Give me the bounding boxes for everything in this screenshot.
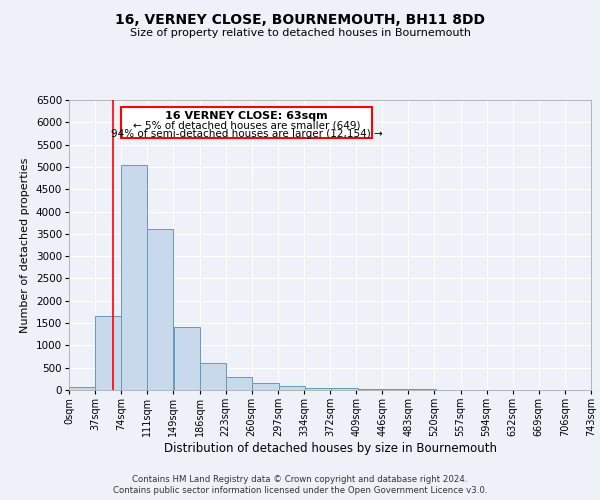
Bar [305, 388, 331, 390]
Bar [278, 386, 305, 390]
Bar [226, 376, 253, 390]
Bar [174, 326, 200, 390]
Bar [331, 388, 358, 390]
Text: 16 VERNEY CLOSE: 63sqm: 16 VERNEY CLOSE: 63sqm [165, 111, 328, 121]
Bar [253, 384, 278, 390]
X-axis label: Distribution of detached houses by size in Bournemouth: Distribution of detached houses by size … [163, 442, 497, 455]
Y-axis label: Number of detached properties: Number of detached properties [20, 158, 30, 332]
Text: ← 5% of detached houses are smaller (649): ← 5% of detached houses are smaller (649… [133, 120, 360, 130]
Bar [358, 388, 383, 390]
Bar [95, 316, 121, 390]
Bar [200, 363, 226, 390]
Bar [383, 388, 410, 390]
Bar [121, 164, 148, 390]
Text: Size of property relative to detached houses in Bournemouth: Size of property relative to detached ho… [130, 28, 470, 38]
Bar [410, 389, 436, 390]
Text: 16, VERNEY CLOSE, BOURNEMOUTH, BH11 8DD: 16, VERNEY CLOSE, BOURNEMOUTH, BH11 8DD [115, 12, 485, 26]
Bar [69, 386, 95, 390]
Text: 94% of semi-detached houses are larger (12,154) →: 94% of semi-detached houses are larger (… [110, 128, 382, 138]
Bar [148, 230, 173, 390]
FancyBboxPatch shape [121, 107, 371, 138]
Text: Contains public sector information licensed under the Open Government Licence v3: Contains public sector information licen… [113, 486, 487, 495]
Text: Contains HM Land Registry data © Crown copyright and database right 2024.: Contains HM Land Registry data © Crown c… [132, 475, 468, 484]
